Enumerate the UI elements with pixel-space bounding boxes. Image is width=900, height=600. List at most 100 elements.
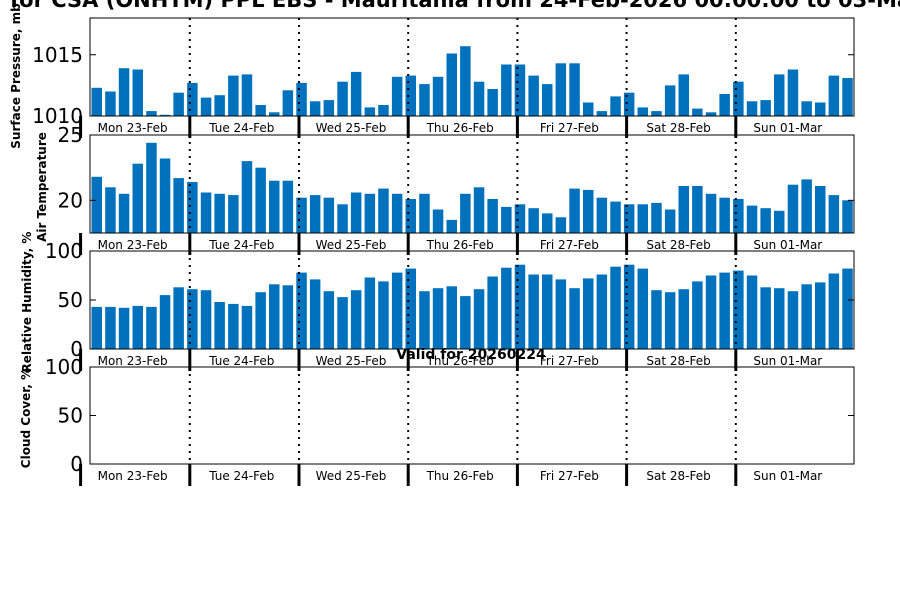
bar xyxy=(446,53,457,116)
bar xyxy=(555,63,567,116)
bar xyxy=(364,193,376,233)
bar xyxy=(91,87,102,116)
bar xyxy=(705,112,717,116)
bar xyxy=(323,197,335,233)
bar xyxy=(610,201,621,233)
bar xyxy=(774,74,785,116)
panels: 1010 1015 Surface Pressure, mb Mon 23-Feb Tu… xyxy=(9,3,855,486)
y-axis-label: Relative Humidity, % xyxy=(20,232,34,373)
x-tick-label: Thu 26-Feb xyxy=(426,354,494,368)
bar xyxy=(787,69,799,116)
bar xyxy=(255,292,266,349)
x-tick-label: Sun 01-Mar xyxy=(753,354,822,368)
bar xyxy=(555,279,567,349)
x-tick-label: Tue 24-Feb xyxy=(208,121,274,135)
bar xyxy=(623,92,635,116)
bar xyxy=(760,208,771,233)
bar xyxy=(118,193,130,233)
bar xyxy=(269,112,280,116)
bar xyxy=(623,204,635,233)
bar xyxy=(378,105,389,116)
x-tick-label: Thu 26-Feb xyxy=(426,469,494,483)
axes-frame xyxy=(89,134,855,234)
bar xyxy=(337,297,348,349)
bar xyxy=(350,71,362,116)
x-tick-label: Mon 23-Feb xyxy=(98,469,168,483)
bar xyxy=(296,197,307,233)
bar xyxy=(651,290,662,349)
bar xyxy=(214,193,225,233)
bar xyxy=(719,197,730,233)
bar xyxy=(487,89,498,116)
bar xyxy=(269,284,280,349)
x-tick-label: Wed 25-Feb xyxy=(316,469,387,483)
x-tick-label: Sun 01-Mar xyxy=(753,469,822,483)
bar xyxy=(774,210,785,233)
bar xyxy=(200,290,212,349)
bar xyxy=(528,208,539,233)
y-tick-label: 1015 xyxy=(32,43,83,67)
bar xyxy=(569,288,580,349)
bar xyxy=(692,108,703,116)
y-axis-label: Cloud Cover, % xyxy=(19,368,33,468)
y-tick-label: 50 xyxy=(58,288,83,312)
bar xyxy=(159,295,171,349)
bar xyxy=(173,178,184,233)
bar xyxy=(733,81,744,116)
bar xyxy=(105,91,116,116)
y-tick-label: 100 xyxy=(45,355,83,379)
y-tick-label: 25 xyxy=(58,123,83,147)
bar xyxy=(705,193,717,233)
bar xyxy=(746,101,758,116)
bar xyxy=(842,200,853,233)
bar xyxy=(542,213,553,233)
bar xyxy=(460,296,471,349)
bar xyxy=(760,100,771,116)
x-tick-label: Fri 27-Feb xyxy=(540,121,599,135)
bar xyxy=(637,204,648,233)
chart-panel-1: 1010 1015 Surface Pressure, mb Mon 23-Feb Tu… xyxy=(9,3,855,149)
x-tick-label: Thu 26-Feb xyxy=(426,121,494,135)
bar xyxy=(569,63,580,116)
y-tick-label: 50 xyxy=(58,404,83,428)
bar xyxy=(623,264,635,349)
bar xyxy=(282,180,294,233)
bar xyxy=(542,274,553,349)
x-tick-label: Wed 25-Feb xyxy=(316,354,387,368)
x-tick-label: Tue 24-Feb xyxy=(208,469,274,483)
bar xyxy=(214,302,225,349)
bar xyxy=(460,193,471,233)
bar xyxy=(514,264,526,349)
bar xyxy=(542,84,553,116)
bar xyxy=(801,101,812,116)
bar xyxy=(337,81,348,116)
bar xyxy=(228,75,239,116)
bar xyxy=(787,291,799,349)
bar xyxy=(651,111,662,116)
bar xyxy=(309,279,321,349)
bar xyxy=(596,197,608,233)
bar xyxy=(473,81,485,116)
bar xyxy=(828,195,840,233)
bar xyxy=(664,85,676,116)
x-tick-label: Tue 24-Feb xyxy=(208,354,274,368)
bar xyxy=(651,202,662,233)
bar xyxy=(118,68,130,116)
bar xyxy=(815,186,826,233)
bar xyxy=(91,306,102,349)
bar xyxy=(664,209,676,233)
x-tick-label: Sat 28-Feb xyxy=(646,121,710,135)
bar xyxy=(596,111,608,116)
bar xyxy=(405,199,416,233)
bar xyxy=(323,100,335,116)
bar xyxy=(187,82,198,116)
bar xyxy=(719,272,730,349)
bar xyxy=(432,76,444,116)
x-tick-label: Sat 28-Feb xyxy=(646,354,710,368)
bar xyxy=(432,209,444,233)
bar xyxy=(350,290,362,349)
bar xyxy=(364,277,376,349)
bar xyxy=(105,306,116,349)
